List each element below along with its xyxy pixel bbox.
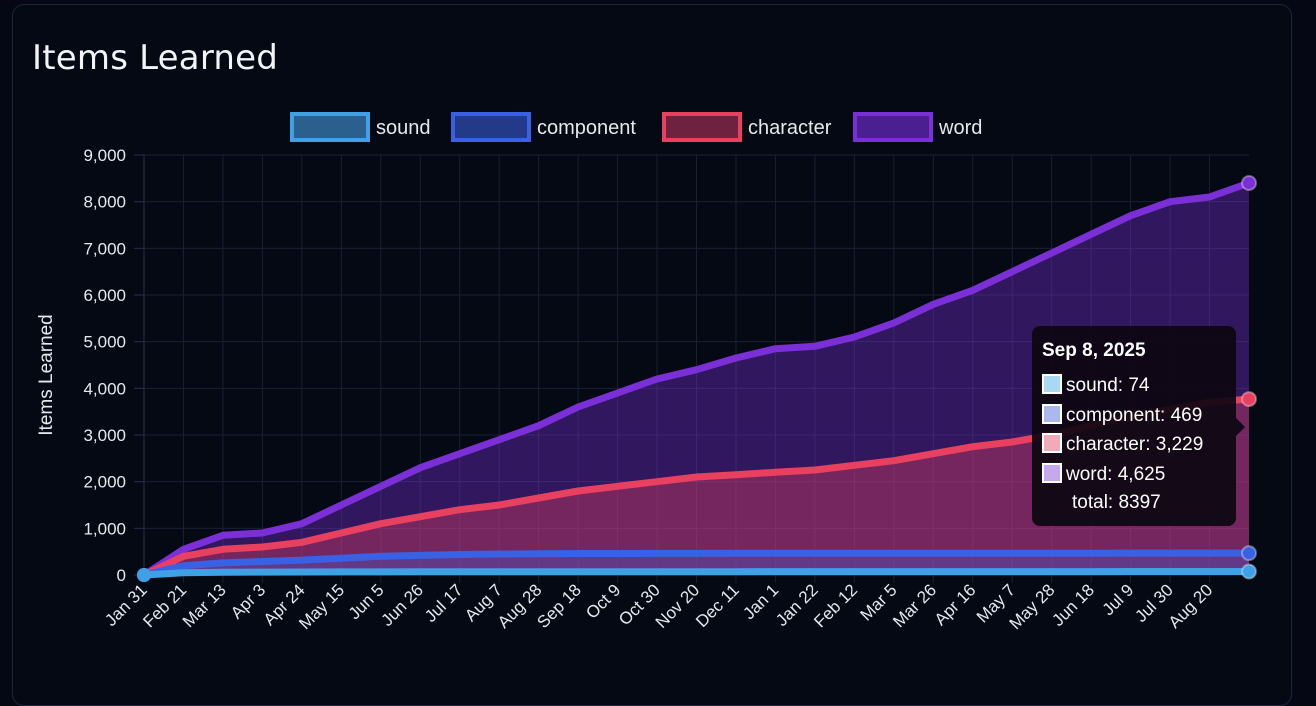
legend-item-component[interactable]: component: [451, 112, 636, 142]
y-tick-label: 9,000: [83, 146, 126, 165]
tooltip-swatch-word: [1042, 463, 1062, 483]
y-tick-label: 8,000: [83, 193, 126, 212]
x-tick-label: Dec 11: [692, 580, 743, 631]
tooltip-swatch-character: [1042, 433, 1062, 453]
tooltip-row-word: word: 4,625: [1042, 463, 1165, 486]
legend-item-word[interactable]: word: [853, 112, 982, 142]
y-tick-label: 3,000: [83, 426, 126, 445]
page-title: Items Learned: [32, 38, 279, 78]
y-tick-label: 0: [117, 566, 126, 585]
series-area-word: [144, 183, 1249, 575]
series-area-character: [144, 399, 1249, 575]
y-tick-label: 5,000: [83, 333, 126, 352]
series-line-component: [140, 549, 1253, 579]
legend-swatch-component: [451, 112, 531, 142]
tooltip-label-character: character: 3,229: [1066, 434, 1204, 455]
x-tick-label: Nov 20: [652, 580, 704, 632]
x-tick-label: Jun 26: [378, 580, 428, 630]
items-learned-chart[interactable]: 0 1,000 2,000 3,000 4,000 5,000 6,000 7,000 8,00…: [0, 0, 1316, 684]
tooltip-swatch-sound: [1042, 374, 1062, 394]
y-tick-label: 6,000: [83, 286, 126, 305]
x-tick-label: Aug 20: [1165, 580, 1217, 632]
series-line-word: [140, 179, 1253, 579]
tooltip-caret: [1236, 418, 1245, 436]
y-tick-label: 4,000: [83, 379, 126, 398]
legend-swatch-character: [662, 112, 742, 142]
y-tick-label: 7,000: [83, 239, 126, 258]
y-axis-title: Items Learned: [36, 314, 57, 435]
y-tick-label: 2,000: [83, 473, 126, 492]
y-tick-label: 1,000: [83, 519, 126, 538]
legend-label-component: component: [537, 117, 636, 139]
x-tick-label: Mar 26: [889, 580, 940, 631]
x-tick-label: May 28: [1006, 580, 1059, 633]
tooltip-label-word: word: 4,625: [1066, 464, 1166, 485]
tooltip-title: Sep 8, 2025: [1042, 340, 1146, 361]
series-line-sound: [140, 568, 1253, 579]
tooltip-swatch-component: [1042, 404, 1062, 424]
legend-label-word: word: [938, 117, 982, 139]
tooltip-total: total: 8397: [1072, 492, 1161, 513]
point-sound-start: [137, 568, 151, 582]
tooltip-row-component: component: 469: [1042, 404, 1202, 427]
x-tick-label: Sep 18: [533, 580, 585, 632]
chart-tooltip: Sep 8, 2025 sound: 74 component: 469 cha…: [1032, 326, 1236, 526]
x-tick-label: Apr 16: [931, 580, 980, 629]
tooltip-label-component: component: 469: [1066, 405, 1203, 426]
legend-item-character[interactable]: character: [662, 112, 832, 142]
legend-swatch-word: [853, 112, 933, 142]
legend-item-sound[interactable]: sound: [290, 112, 431, 142]
x-tick-label: May 15: [295, 580, 348, 633]
x-tick-label: Mar 13: [179, 580, 230, 631]
x-tick-label: Feb 21: [139, 580, 190, 631]
x-tick-label: Feb 12: [810, 580, 861, 631]
point-component-end: [1241, 545, 1257, 562]
tooltip-row-character: character: 3,229: [1042, 433, 1203, 456]
x-tick-label: Jul 17: [421, 580, 467, 626]
point-character-end: [1241, 391, 1257, 408]
tooltip-label-sound: sound: 74: [1066, 375, 1150, 396]
tooltip-row-sound: sound: 74: [1042, 374, 1149, 397]
legend-swatch-sound: [290, 112, 370, 142]
point-sound-end: [1241, 563, 1257, 580]
x-tick-label: Jun 18: [1048, 580, 1098, 630]
point-word-end: [1241, 175, 1257, 191]
legend-label-sound: sound: [376, 117, 431, 139]
legend-label-character: character: [748, 117, 832, 139]
